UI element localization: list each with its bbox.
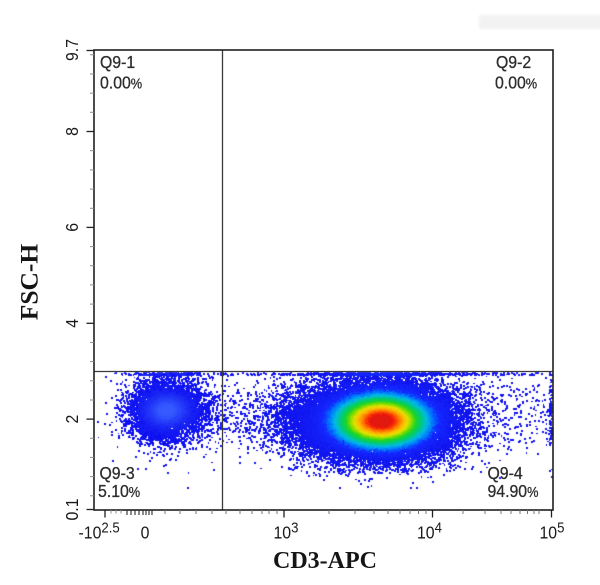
- svg-text:5.10%: 5.10%: [98, 481, 140, 501]
- svg-text:103: 103: [274, 519, 299, 543]
- svg-text:0.00%: 0.00%: [100, 73, 142, 93]
- svg-text:8: 8: [62, 127, 82, 136]
- svg-text:9.7: 9.7: [62, 39, 82, 61]
- svg-text:4: 4: [62, 319, 82, 328]
- svg-text:6: 6: [62, 223, 82, 232]
- svg-text:-102.5: -102.5: [79, 519, 120, 543]
- svg-text:2: 2: [62, 415, 82, 424]
- svg-text:104: 104: [417, 519, 442, 543]
- svg-text:Q9-3: Q9-3: [100, 463, 135, 483]
- svg-text:0: 0: [141, 523, 150, 543]
- svg-text:Q9-2: Q9-2: [496, 52, 531, 72]
- svg-text:105: 105: [540, 519, 565, 543]
- svg-text:0.1: 0.1: [62, 499, 82, 521]
- svg-text:Q9-1: Q9-1: [100, 52, 135, 72]
- svg-text:0.00%: 0.00%: [495, 73, 537, 93]
- svg-text:FSC-H: FSC-H: [15, 244, 44, 321]
- svg-text:Q9-4: Q9-4: [488, 463, 523, 483]
- svg-text:94.90%: 94.90%: [488, 481, 539, 501]
- svg-text:CD3-APC: CD3-APC: [273, 548, 377, 574]
